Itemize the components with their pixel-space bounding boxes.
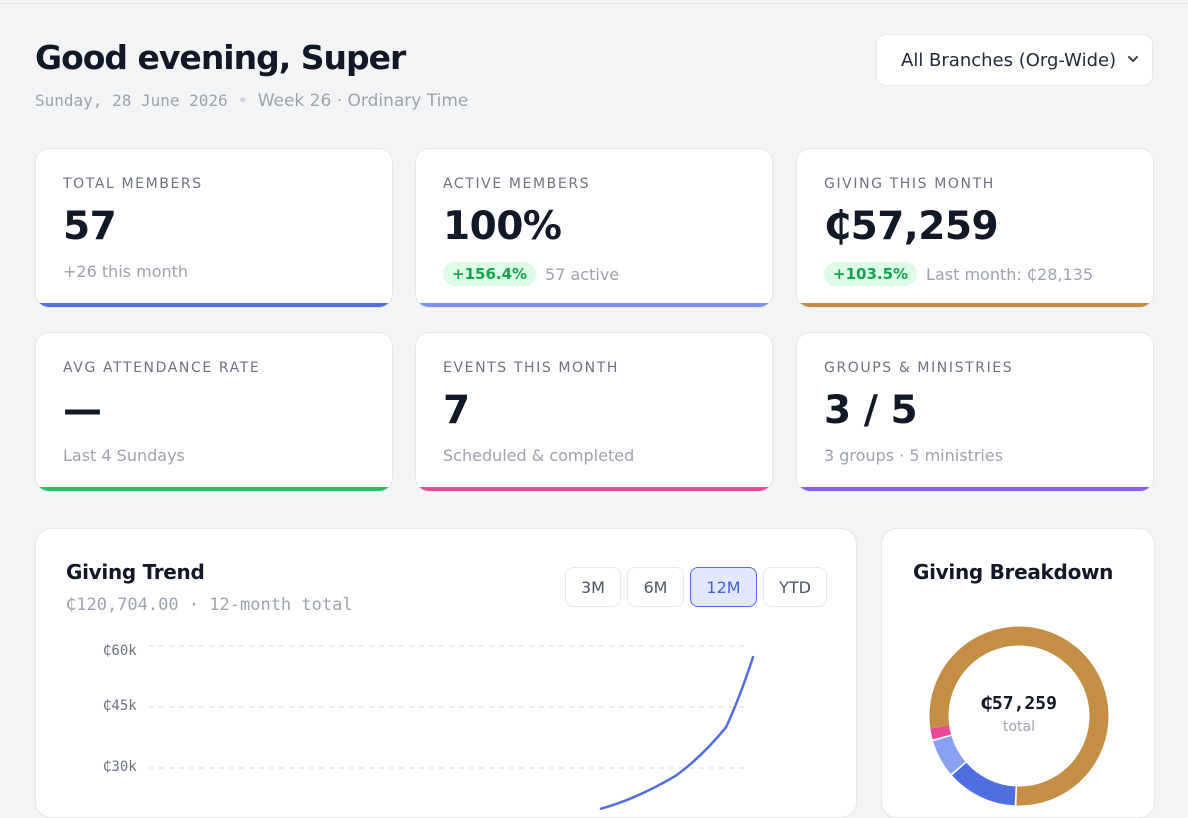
chevron-down-icon (1128, 56, 1138, 62)
stat-subtext: Scheduled & completed (443, 446, 635, 465)
stat-accent-bar (416, 303, 772, 307)
stat-value: 57 (63, 204, 117, 249)
growth-badge: +156.4% (443, 262, 537, 286)
range-button-12m[interactable]: 12M (690, 567, 757, 607)
giving-breakdown-donut (929, 626, 1109, 806)
stat-accent-bar (797, 487, 1153, 491)
y-tick-label: ₵60k (103, 643, 137, 659)
liturgical-week: Week 26 · Ordinary Time (257, 91, 469, 111)
stat-subtext: +26 this month (63, 262, 189, 281)
stat-label: ACTIVE MEMBERS (443, 176, 591, 192)
range-button-6m[interactable]: 6M (627, 567, 684, 607)
giving-breakdown-title: Giving Breakdown (913, 560, 1114, 584)
stat-accent-bar (36, 487, 392, 491)
stat-subtext-row: +103.5% Last month: ₵28,135 (824, 262, 1094, 286)
growth-badge: +103.5% (824, 262, 918, 286)
stat-label: EVENTS THIS MONTH (443, 360, 620, 376)
stat-card-giving-this-month: GIVING THIS MONTH ₵57,259 +103.5% Last m… (796, 148, 1154, 308)
current-date: Sunday, 28 June 2026 (35, 91, 228, 110)
y-tick-label: ₵45k (103, 698, 137, 714)
stat-subtext: Last month: ₵28,135 (926, 264, 1094, 284)
stat-accent-bar (416, 487, 772, 491)
giving-trend-panel: Giving Trend ₵120,704.00 · 12-month tota… (35, 528, 857, 818)
stat-label: GIVING THIS MONTH (824, 176, 995, 192)
giving-trend-total: ₵120,704.00 · 12-month total (66, 595, 353, 615)
stat-label: GROUPS & MINISTRIES (824, 360, 1014, 376)
donut-total-label: total (1002, 719, 1035, 735)
stat-card-total-members: TOTAL MEMBERS 57 +26 this month (35, 148, 393, 308)
branch-select[interactable]: All Branches (Org-Wide) (876, 34, 1153, 86)
stat-card-active-members: ACTIVE MEMBERS 100% +156.4% 57 active (415, 148, 773, 308)
stat-subtext-row: +156.4% 57 active (443, 262, 620, 286)
stat-subtext: 3 groups · 5 ministries (824, 446, 1004, 465)
giving-trend-title: Giving Trend (66, 560, 205, 584)
stat-value: ₵57,259 (824, 204, 999, 249)
stat-value: — (63, 388, 102, 433)
stat-subtext: 57 active (545, 264, 620, 284)
donut-slice (933, 735, 966, 775)
stat-value: 100% (443, 204, 562, 249)
stat-value: 3 / 5 (824, 388, 918, 433)
stat-label: AVG ATTENDANCE RATE (63, 360, 261, 376)
donut-total-value: ₵57,259 (981, 693, 1057, 714)
stat-accent-bar (797, 303, 1153, 307)
stat-subtext: Last 4 Sundays (63, 446, 185, 465)
greeting-title: Good evening, Super (35, 38, 406, 77)
range-button-ytd[interactable]: YTD (763, 567, 827, 607)
stat-card-avg-attendance: AVG ATTENDANCE RATE — Last 4 Sundays (35, 332, 393, 492)
giving-series-line (599, 655, 755, 810)
y-tick-label: ₵30k (103, 759, 137, 775)
stat-card-events-this-month: EVENTS THIS MONTH 7 Scheduled & complete… (415, 332, 773, 492)
stat-card-groups-ministries: GROUPS & MINISTRIES 3 / 5 3 groups · 5 m… (796, 332, 1154, 492)
date-line: Sunday, 28 June 2026 • Week 26 · Ordinary … (35, 91, 468, 111)
donut-slice (930, 725, 952, 740)
stat-accent-bar (36, 303, 392, 307)
giving-trend-chart (149, 645, 755, 810)
separator-dot: • (237, 91, 248, 111)
giving-breakdown-panel: Giving Breakdown ₵57,259 total (881, 528, 1155, 818)
top-divider (0, 3, 1188, 4)
stat-value: 7 (443, 388, 470, 433)
donut-slice (929, 626, 1109, 806)
branch-select-value: All Branches (Org-Wide) (901, 49, 1117, 71)
range-button-3m[interactable]: 3M (565, 567, 621, 607)
donut-slice (952, 762, 1016, 806)
stat-label: TOTAL MEMBERS (63, 176, 203, 192)
